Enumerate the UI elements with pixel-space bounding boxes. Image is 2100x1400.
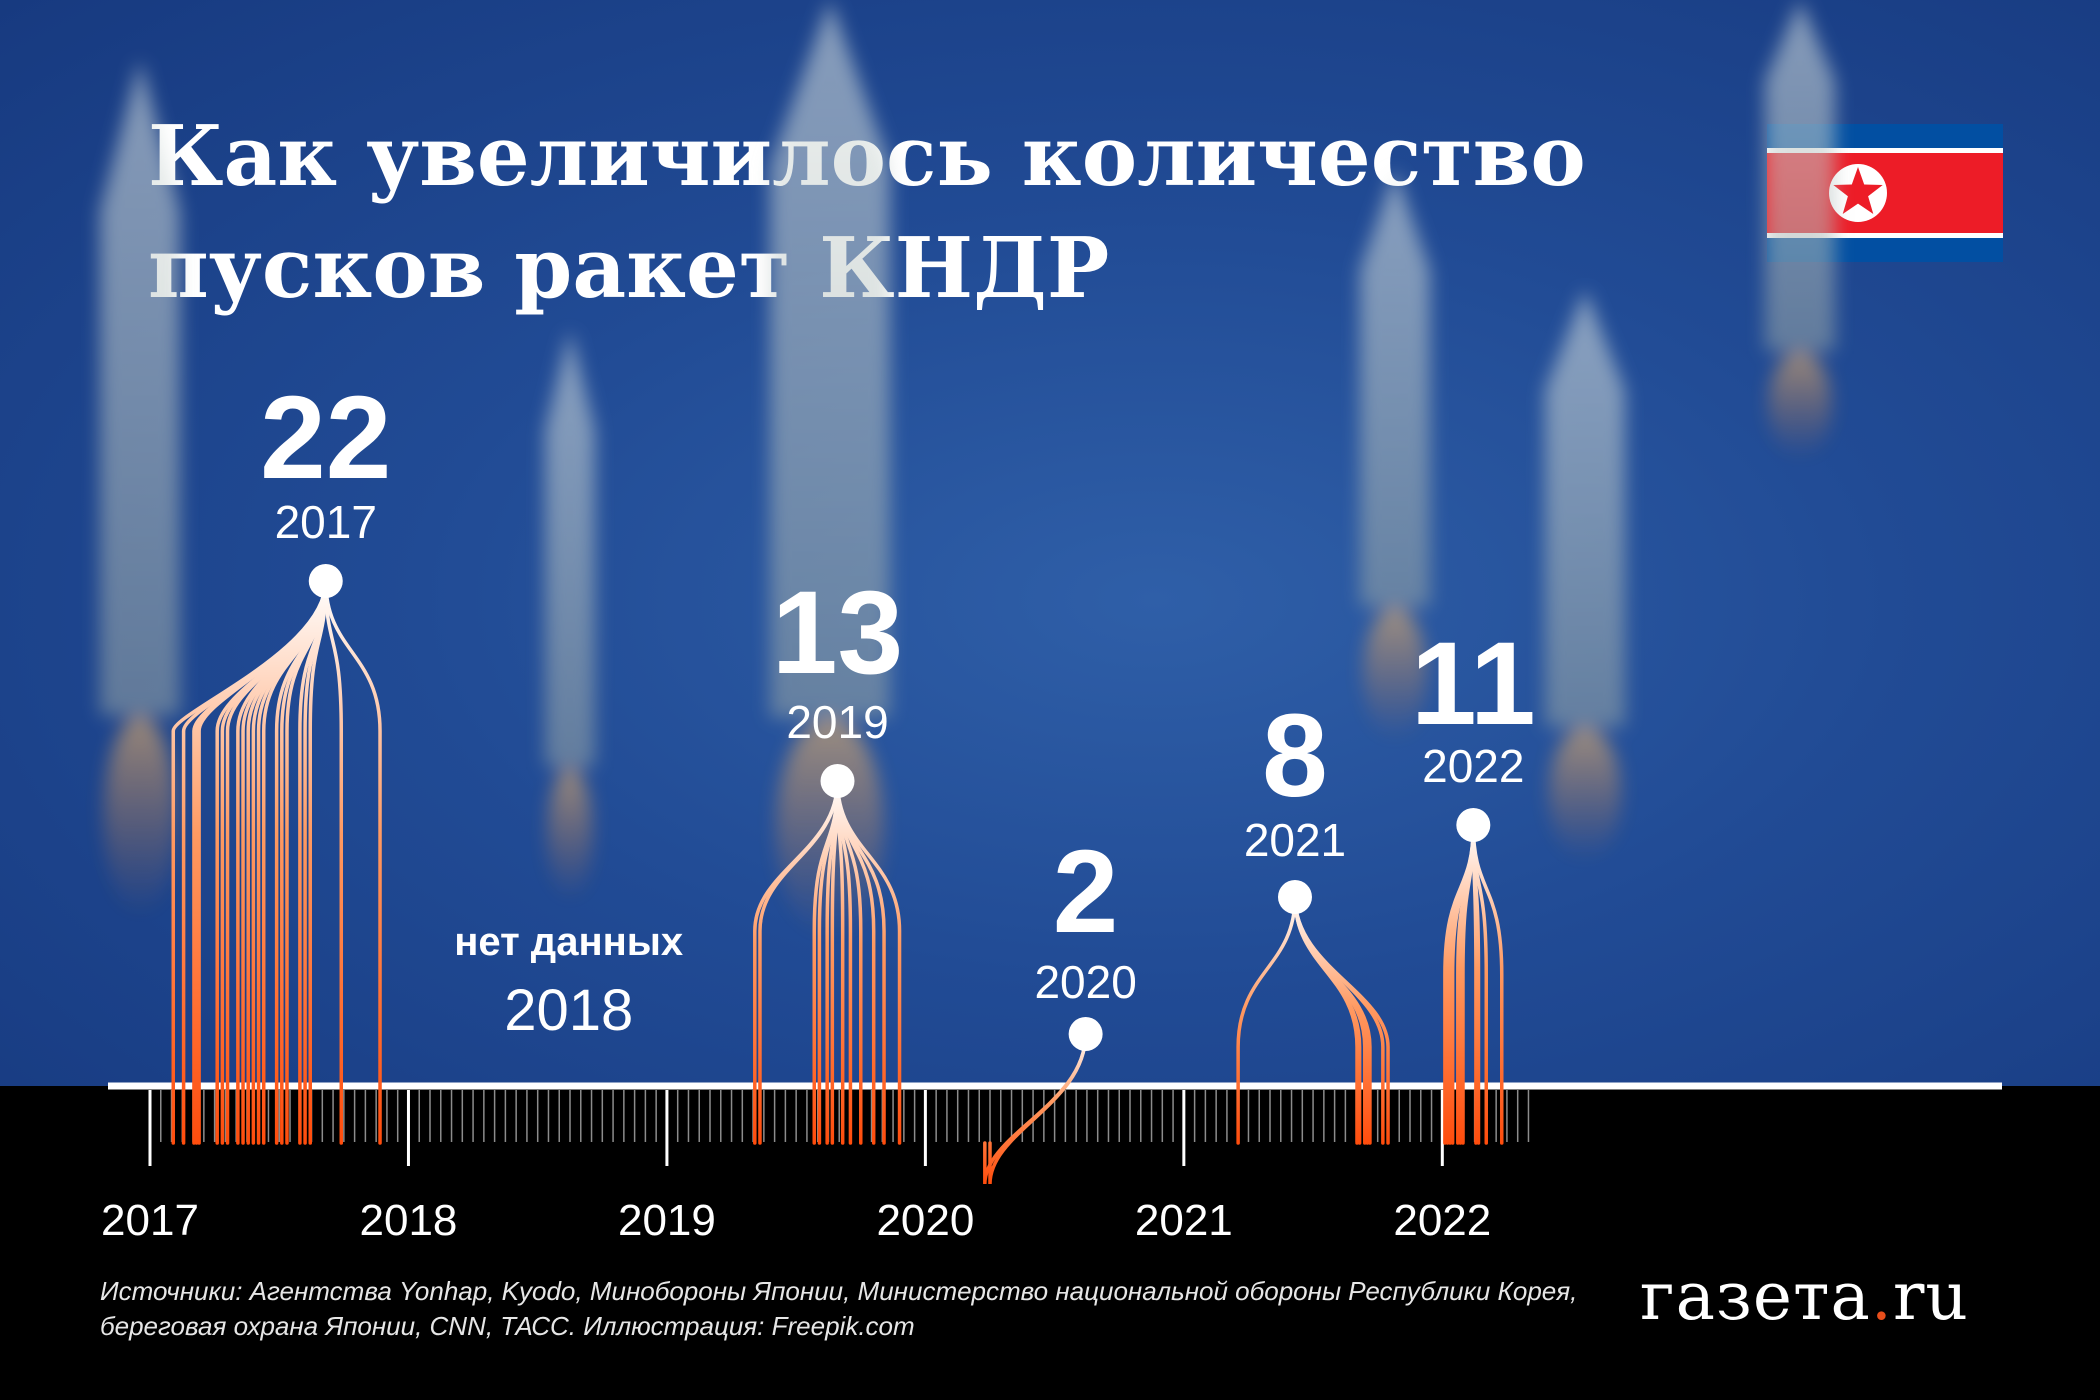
- rocket-background: [0, 0, 2100, 1090]
- launch-line: [983, 1032, 1088, 1185]
- rocket-flame: [1549, 726, 1621, 862]
- star-icon: [1833, 167, 1883, 214]
- launch-line: [308, 579, 328, 1145]
- launch-line: [1236, 895, 1297, 1145]
- rocket-shape: [100, 60, 180, 917]
- launch-line: [324, 579, 382, 1145]
- rocket-shape: [1545, 290, 1625, 862]
- tick-label: 2018: [360, 1196, 458, 1245]
- title-line-2: пусков ракет КНДР: [148, 219, 1110, 317]
- launch-line: [324, 579, 344, 1145]
- rocket-flame: [547, 766, 593, 902]
- launch-line: [1293, 895, 1390, 1145]
- year-dot: [1068, 1017, 1103, 1051]
- year-label: 2021: [1244, 814, 1346, 866]
- rocket-flame: [1363, 606, 1427, 742]
- gazeta-logo: газета.ru: [1640, 1258, 1969, 1335]
- rocket-body: [1765, 0, 1835, 351]
- launch-line: [758, 779, 840, 1145]
- rocket-shape: [1765, 0, 1835, 459]
- rocket-shape: [1360, 170, 1430, 742]
- flag-white-top: [1767, 148, 2003, 153]
- rocket-flame: [1768, 351, 1832, 459]
- rocket-body: [1360, 170, 1430, 607]
- year-label: 2018: [504, 978, 633, 1043]
- year-dot: [308, 564, 343, 598]
- tick-label: 2022: [1393, 1196, 1491, 1245]
- flag-white-bottom: [1767, 233, 2003, 238]
- rocket-body: [100, 60, 180, 716]
- year-dot: [1456, 808, 1491, 842]
- tick-label: 2017: [101, 1196, 199, 1245]
- launch-line: [988, 1032, 1088, 1185]
- rocket-shape: [545, 330, 595, 902]
- launch-line: [835, 779, 902, 1145]
- sources-note: Источники: Агентства Yonhap, Kyodo, Мино…: [100, 1274, 1600, 1344]
- tick-label: 2020: [876, 1196, 974, 1245]
- year-label: 2017: [275, 496, 377, 548]
- x-axis: 2017 2018 2019 2020 2021 2022: [101, 1082, 2002, 1245]
- logo-dot: .: [1870, 1258, 1893, 1335]
- timeline-band: [0, 1086, 2100, 1400]
- sources-line-2: береговая охрана Японии, CNN, ТАСС. Иллю…: [100, 1311, 915, 1341]
- year-label: 2019: [786, 696, 888, 748]
- tick-label: 2019: [618, 1196, 716, 1245]
- sources-line-1: Источники: Агентства Yonhap, Kyodo, Мино…: [100, 1276, 1578, 1306]
- rocket-body: [545, 330, 595, 767]
- year-total: 13: [772, 567, 903, 699]
- year-total: 8: [1262, 690, 1328, 822]
- year-dot: [820, 764, 855, 798]
- year-total: 22: [260, 372, 391, 504]
- rocket-body: [1545, 290, 1625, 727]
- rocket-shape: [770, 0, 890, 939]
- logo-tld: ru: [1892, 1258, 1969, 1335]
- rocket-flame: [776, 717, 884, 939]
- launch-curves: [171, 579, 1504, 1185]
- year-total: 11: [1411, 618, 1536, 750]
- launch-line: [1471, 823, 1504, 1145]
- year-total: нет данных: [454, 920, 683, 964]
- year-dot: [1277, 880, 1312, 914]
- logo-name: газета: [1640, 1258, 1871, 1335]
- tick-label: 2021: [1135, 1196, 1233, 1245]
- rocket-flame: [104, 715, 176, 917]
- rocket-body: [770, 0, 890, 718]
- year-label: 2022: [1422, 740, 1524, 792]
- year-label: 2020: [1034, 956, 1136, 1008]
- year-total: 2: [1053, 826, 1119, 958]
